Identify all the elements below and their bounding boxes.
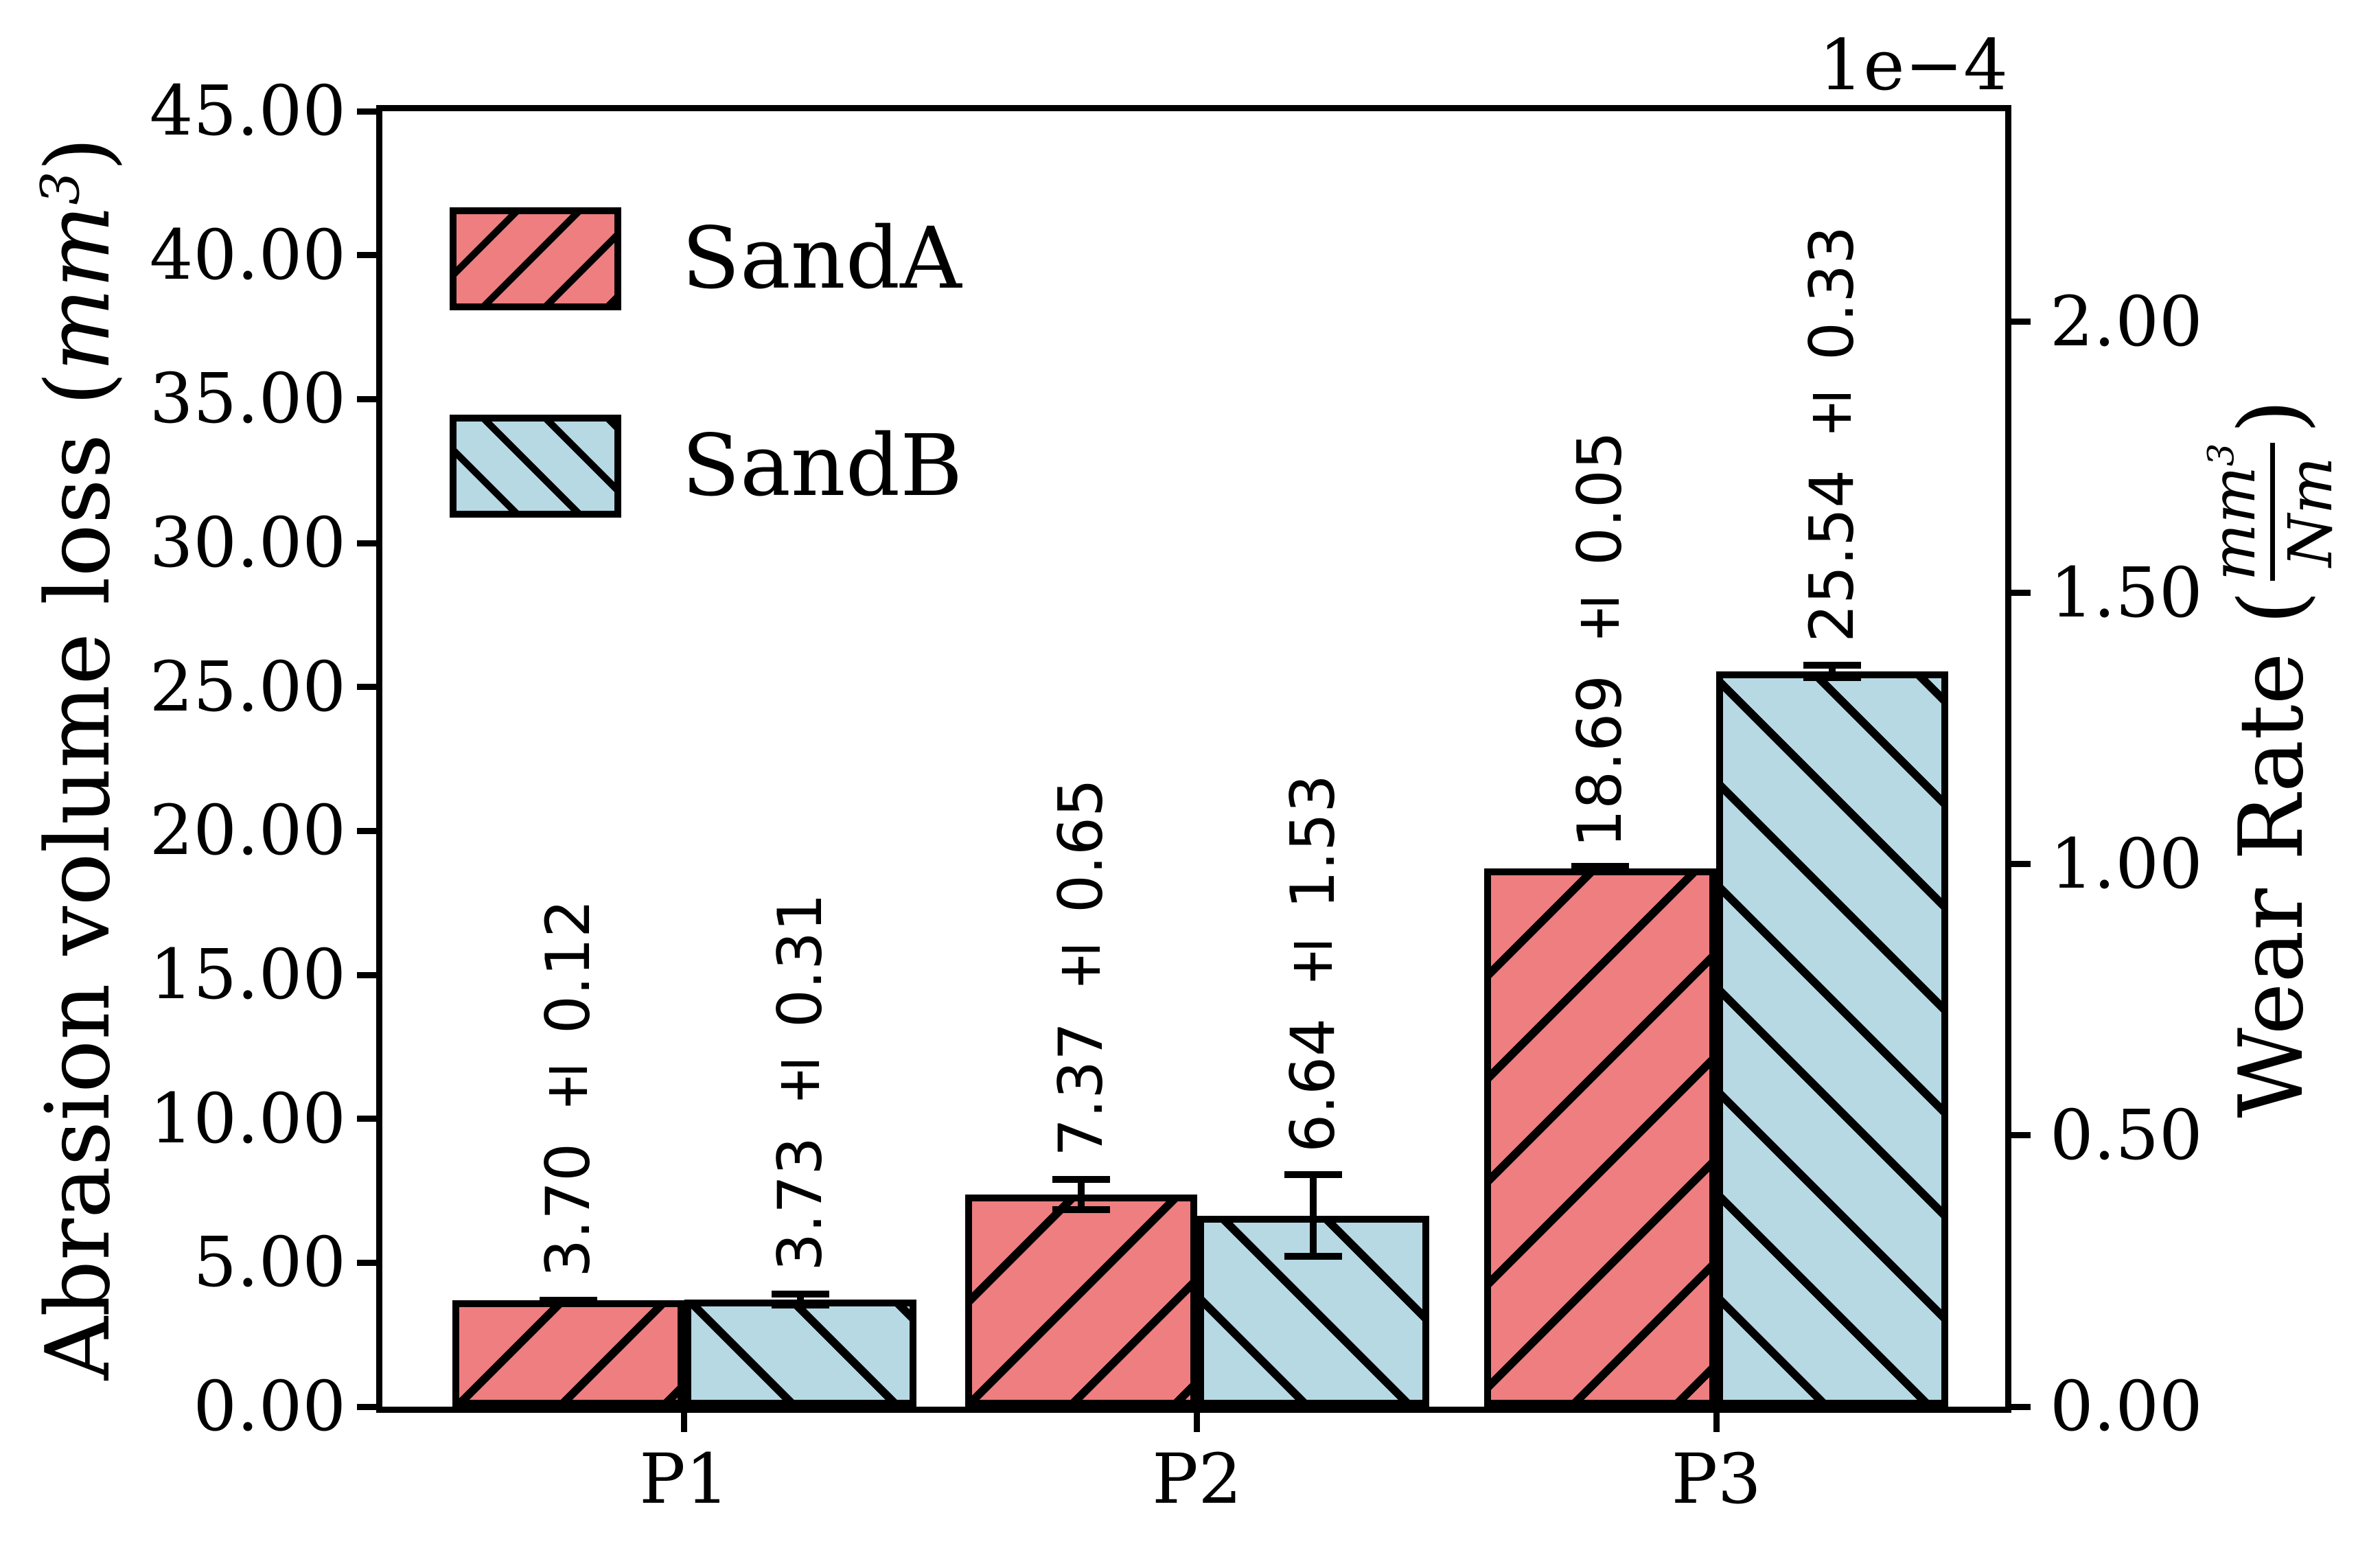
plot-content: 3.70 ± 0.12 7.37 ± 0.65 18.69 ± 0.05 3.73 ±…	[382, 111, 2005, 1407]
left-axis-tick	[357, 971, 376, 978]
error-bar-sandb-p1	[771, 1290, 829, 1308]
error-bar-cap-bottom	[1052, 1206, 1110, 1214]
right-axis-tick-label: 1.50	[2050, 552, 2203, 633]
bar-value-label-sanda-p2: 7.37 ± 0.65	[1045, 778, 1116, 1157]
error-bar-cap-bottom	[1803, 673, 1862, 681]
error-bar-cap-bottom	[1284, 1252, 1342, 1260]
left-axis-tick-label: 45.00	[149, 71, 346, 151]
error-bar-sanda-p1	[539, 1296, 597, 1304]
x-axis-tick	[1194, 1413, 1201, 1432]
error-bar-sandb-p3	[1803, 662, 1862, 681]
legend-label-sanda: SandA	[682, 209, 962, 308]
error-bar-cap-top	[771, 1290, 829, 1298]
right-axis-tick-label: 0.00	[2050, 1366, 2203, 1446]
legend-item-sandb: SandB	[450, 415, 962, 518]
legend-patch-sandb-hatched-swatch	[450, 415, 621, 518]
x-axis-tick-label: P3	[1671, 1439, 1761, 1519]
error-bar-cap-top	[1052, 1175, 1110, 1183]
right-axis-offset-text: 1e−4	[1818, 25, 2008, 106]
left-axis-tick-label: 0.00	[193, 1366, 346, 1446]
bar-sandb-p3	[1716, 671, 1949, 1407]
right-axis-tick	[2011, 590, 2031, 597]
left-axis-tick	[357, 395, 376, 402]
legend-label-sandb: SandB	[682, 417, 963, 516]
left-axis-tick-label: 10.00	[149, 1078, 346, 1159]
error-bar-line	[1309, 1171, 1317, 1260]
bar-sanda-p2	[964, 1194, 1197, 1407]
error-bar-cap-bottom	[539, 1296, 597, 1304]
error-bar-line	[1829, 662, 1836, 681]
right-axis-tick	[2011, 319, 2031, 325]
wear-rate-fraction: mm3 Nm	[2198, 443, 2346, 581]
right-axis-tick	[2011, 1132, 2031, 1139]
right-y-axis-label: Wear Rate (mm3 Nm)	[2169, 309, 2375, 1208]
left-axis-tick	[357, 252, 376, 259]
right-y-axis-label-text: Wear Rate (mm3 Nm)	[2198, 399, 2346, 1118]
left-axis-tick	[357, 1403, 376, 1410]
bar-value-label-sanda-p3: 18.69 ± 0.05	[1564, 431, 1636, 849]
x-axis-tick-label: P1	[639, 1439, 730, 1519]
left-axis-tick	[357, 827, 376, 834]
error-bar-cap-bottom	[771, 1301, 829, 1308]
error-bar-line	[1077, 1175, 1085, 1214]
error-bar-sanda-p3	[1571, 863, 1630, 870]
left-axis-tick-label: 5.00	[193, 1222, 346, 1303]
left-axis-tick-label: 35.00	[149, 358, 346, 439]
bar-sandb-p1	[684, 1299, 916, 1407]
bar-sanda-p1	[452, 1300, 684, 1407]
legend-patch-sanda-hatched-swatch	[450, 207, 621, 310]
right-axis-tick	[2011, 1403, 2031, 1410]
left-axis-tick-label: 30.00	[149, 503, 346, 583]
left-axis-tick-label: 20.00	[149, 790, 346, 871]
left-axis-tick-label: 25.00	[149, 646, 346, 727]
bar-value-label-sandb-p3: 25.54 ± 0.33	[1796, 226, 1868, 643]
right-axis-tick	[2011, 861, 2031, 868]
error-bar-sanda-p2	[1052, 1175, 1110, 1214]
right-axis-tick-label: 2.00	[2050, 281, 2203, 362]
left-axis-tick	[357, 1116, 376, 1122]
right-axis-tick-label: 0.50	[2050, 1094, 2203, 1175]
bar-value-label-sandb-p1: 3.73 ± 0.31	[764, 892, 835, 1271]
bar-value-label-sanda-p1: 3.70 ± 0.12	[532, 899, 603, 1278]
legend-item-sanda: SandA	[450, 207, 962, 310]
error-bar-cap-bottom	[1571, 863, 1630, 870]
error-bar-cap-top	[1284, 1171, 1342, 1179]
error-bar-line	[796, 1290, 804, 1308]
x-axis-tick-label: P2	[1152, 1439, 1243, 1519]
left-axis-tick	[357, 684, 376, 691]
bar-value-label-sandb-p2: 6.64 ± 1.53	[1277, 774, 1348, 1153]
left-axis-tick	[357, 540, 376, 546]
bar-sanda-p3	[1484, 868, 1717, 1407]
left-y-axis-label: Abrasion volume loss (mm3)	[0, 137, 168, 1381]
left-axis-tick	[357, 1259, 376, 1266]
left-axis-tick	[357, 108, 376, 115]
left-y-axis-label-text: Abrasion volume loss (mm3)	[27, 137, 130, 1381]
error-bar-sandb-p2	[1284, 1171, 1342, 1260]
x-axis-tick	[681, 1413, 688, 1432]
error-bar-cap-top	[1803, 662, 1862, 669]
left-axis-tick-label: 40.00	[149, 214, 346, 295]
left-axis-tick-label: 15.00	[149, 934, 346, 1015]
plot-area: 3.70 ± 0.12 7.37 ± 0.65 18.69 ± 0.05 3.73 ±…	[376, 105, 2011, 1413]
right-axis-tick-label: 1.00	[2050, 823, 2203, 904]
x-axis-tick	[1713, 1413, 1720, 1432]
